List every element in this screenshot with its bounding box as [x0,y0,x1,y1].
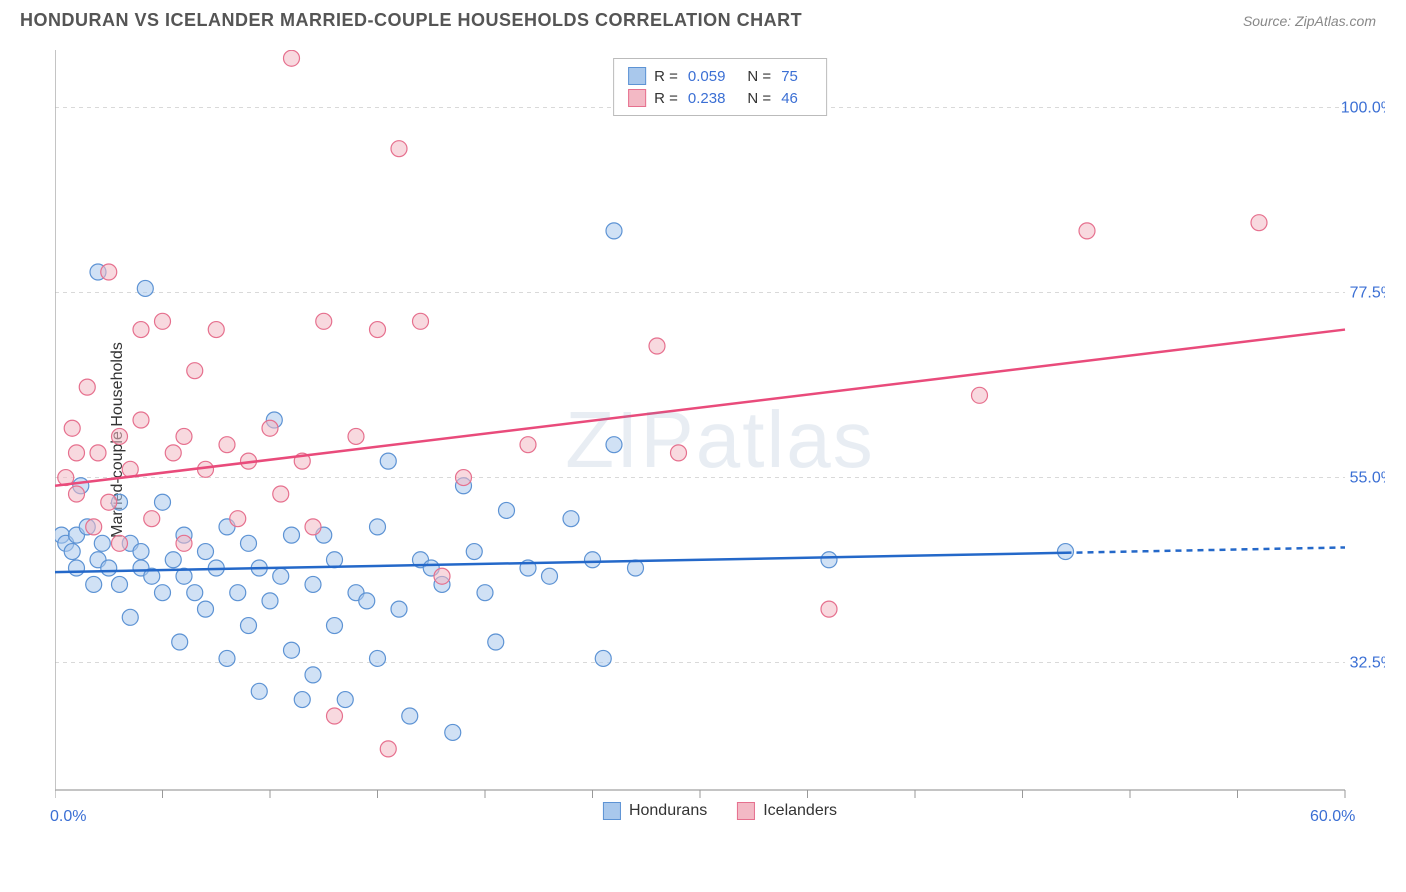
legend-swatch [737,802,755,820]
legend-stat-row: R = 0.238 N = 46 [628,87,812,109]
legend-series-label: Icelanders [763,802,837,820]
legend-n-value: 46 [781,90,798,107]
legend-stat-row: R = 0.059 N = 75 [628,65,812,87]
legend-n-value: 75 [781,68,798,85]
svg-text:100.0%: 100.0% [1341,100,1385,117]
legend-r-label: R = [654,68,678,85]
x-axis-min-label: 0.0% [50,808,86,826]
legend-n-label: N = [747,68,771,85]
legend-n-label: N = [747,90,771,107]
svg-text:77.5%: 77.5% [1350,285,1385,302]
scatter-plot: 32.5% 55.0% 77.5% 100.0% [55,50,1385,830]
legend-series-label: Hondurans [629,802,707,820]
legend-series: Hondurans Icelanders [603,802,837,820]
chart-container: Married-couple Households 32.5%55.0%77.5… [55,50,1385,830]
x-axis-max-label: 60.0% [1310,808,1355,826]
chart-title: HONDURAN VS ICELANDER MARRIED-COUPLE HOU… [20,10,802,31]
legend-swatch [628,89,646,107]
legend-swatch [628,67,646,85]
legend-series-item: Hondurans [603,802,707,820]
legend-stats: R = 0.059 N = 75 R = 0.238 N = 46 [613,58,827,116]
legend-r-value: 0.059 [688,68,726,85]
chart-header: HONDURAN VS ICELANDER MARRIED-COUPLE HOU… [0,0,1406,41]
svg-text:32.5%: 32.5% [1350,655,1385,672]
svg-text:55.0%: 55.0% [1350,470,1385,487]
legend-series-item: Icelanders [737,802,837,820]
source-attribution: Source: ZipAtlas.com [1243,13,1376,29]
legend-swatch [603,802,621,820]
legend-r-label: R = [654,90,678,107]
legend-r-value: 0.238 [688,90,726,107]
